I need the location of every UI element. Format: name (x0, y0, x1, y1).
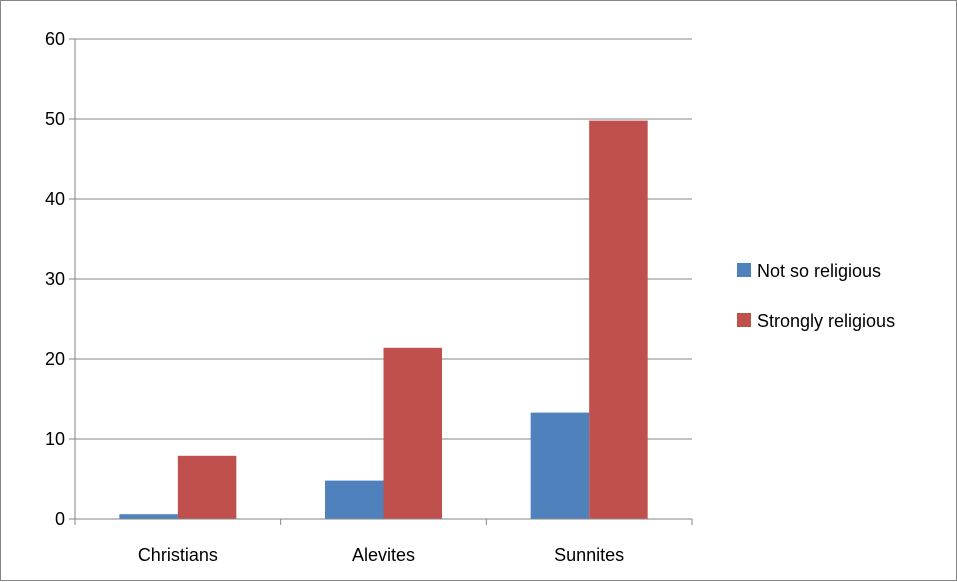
y-tick-label: 30 (45, 269, 65, 289)
legend-swatch (737, 263, 751, 277)
y-tick-label: 10 (45, 429, 65, 449)
bar-not-so-religious-sunnites (530, 412, 590, 519)
y-tick-label: 0 (55, 509, 65, 529)
y-tick-label: 50 (45, 109, 65, 129)
x-category-label: Christians (138, 545, 218, 565)
legend-label: Strongly religious (757, 311, 895, 331)
bar-strongly-religious-alevites (383, 347, 442, 519)
y-tick-label: 40 (45, 189, 65, 209)
bar-strongly-religious-christians (177, 455, 237, 519)
x-category-label: Sunnites (554, 545, 624, 565)
bar-strongly-religious-sunnites (589, 120, 648, 519)
legend-label: Not so religious (757, 261, 881, 281)
bar-not-so-religious-christians (119, 514, 178, 519)
y-tick-label: 20 (45, 349, 65, 369)
bar-not-so-religious-alevites (325, 480, 384, 519)
axes: 0 10 20 30 40 50 60 Christians Alevites Sunnites (45, 29, 693, 565)
x-category-label: Alevites (352, 545, 415, 565)
legend-swatch (737, 313, 751, 327)
y-tick-label: 60 (45, 29, 65, 49)
legend: Not so religious Strongly religious (737, 261, 895, 331)
bars (119, 120, 648, 519)
